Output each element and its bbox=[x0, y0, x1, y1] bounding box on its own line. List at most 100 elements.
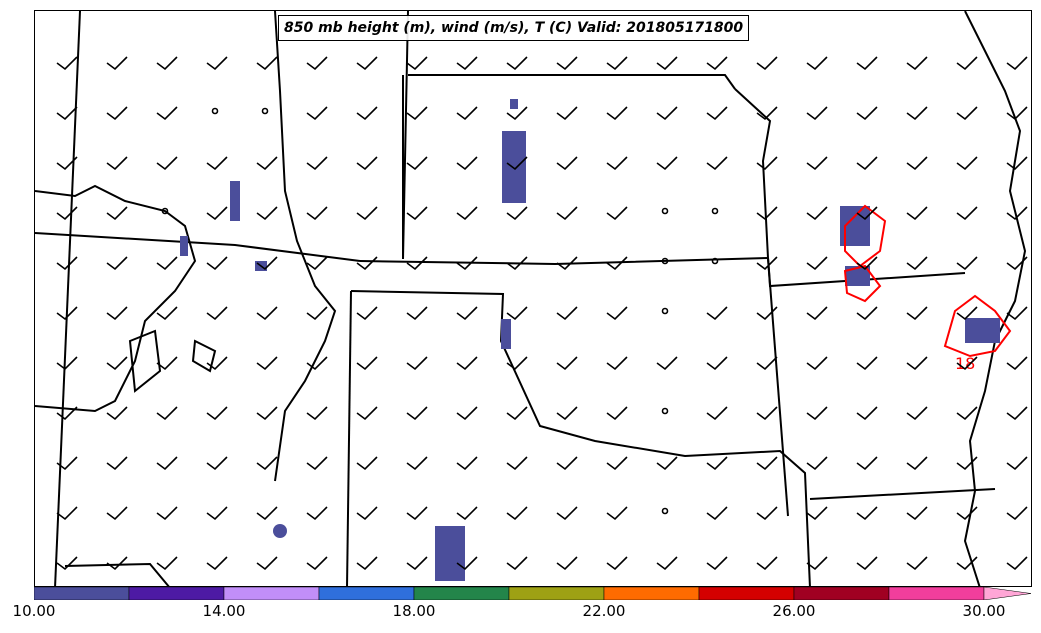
wind-barb bbox=[706, 406, 728, 421]
wind-barb bbox=[56, 556, 78, 571]
wind-barb bbox=[706, 456, 728, 471]
wind-barb bbox=[256, 56, 278, 71]
wind-barb bbox=[406, 56, 428, 71]
wind-barb bbox=[306, 556, 328, 571]
wind-barb bbox=[256, 206, 278, 221]
wind-barb bbox=[656, 456, 678, 471]
wind-calm-marker bbox=[261, 107, 269, 115]
wind-barb bbox=[356, 306, 378, 321]
wind-barb bbox=[156, 306, 178, 321]
wind-barb bbox=[356, 356, 378, 371]
colorbar-tick-label: 26.00 bbox=[772, 602, 816, 620]
state-line-ar-la bbox=[809, 488, 996, 500]
colorbar-extend-arrow bbox=[983, 587, 1032, 600]
wind-barb bbox=[856, 406, 878, 421]
wind-barb bbox=[606, 406, 628, 421]
precip-cell bbox=[502, 131, 526, 203]
wind-barb bbox=[506, 206, 528, 221]
map-panel: 18 bbox=[34, 10, 1032, 587]
wind-barb bbox=[256, 256, 278, 271]
wind-barb bbox=[556, 56, 578, 71]
state-line-nm-tx bbox=[346, 290, 352, 586]
wind-barb bbox=[156, 156, 178, 171]
wind-barb bbox=[1006, 406, 1028, 421]
wind-barb bbox=[756, 456, 778, 471]
wind-barb bbox=[406, 506, 428, 521]
colorbar-segment bbox=[128, 587, 225, 600]
state-line-sd-ne bbox=[408, 74, 736, 90]
state-line-wy-co bbox=[35, 232, 361, 262]
wind-barb bbox=[606, 556, 628, 571]
wind-barb bbox=[106, 156, 128, 171]
wind-barb bbox=[806, 256, 828, 271]
wind-barb bbox=[406, 156, 428, 171]
wind-barb bbox=[406, 456, 428, 471]
wind-barb bbox=[806, 56, 828, 71]
wind-barb bbox=[756, 206, 778, 221]
wind-barb bbox=[956, 206, 978, 221]
wind-barb bbox=[556, 456, 578, 471]
wind-barb bbox=[306, 256, 328, 271]
wind-barbs bbox=[56, 56, 1028, 571]
wind-barb bbox=[956, 556, 978, 571]
state-line-mo-ar bbox=[767, 257, 789, 517]
wind-barb bbox=[1006, 56, 1028, 71]
wind-barb bbox=[56, 306, 78, 321]
wind-barb bbox=[406, 306, 428, 321]
colorbar-segment bbox=[508, 587, 605, 600]
map-canvas: 18 bbox=[35, 11, 1028, 586]
wind-barb bbox=[156, 356, 178, 371]
wind-barb bbox=[556, 506, 578, 521]
wind-barb bbox=[456, 456, 478, 471]
wind-barb bbox=[56, 406, 78, 421]
wind-barb bbox=[456, 106, 478, 121]
wind-barb bbox=[256, 406, 278, 421]
wind-barb bbox=[556, 206, 578, 221]
wind-barb bbox=[456, 556, 478, 571]
wind-barb bbox=[356, 456, 378, 471]
wind-barb bbox=[206, 406, 228, 421]
wind-barb bbox=[906, 406, 928, 421]
wind-barb bbox=[906, 106, 928, 121]
wind-calm-marker bbox=[161, 207, 169, 215]
wind-barb bbox=[106, 406, 128, 421]
wind-barb bbox=[756, 406, 778, 421]
wind-barb bbox=[106, 306, 128, 321]
wind-barb bbox=[356, 106, 378, 121]
lake-outlines bbox=[35, 11, 1027, 586]
wind-calm-marker bbox=[661, 257, 669, 265]
wind-barb bbox=[1006, 256, 1028, 271]
wind-barb bbox=[156, 106, 178, 121]
colorbar-segment bbox=[793, 587, 890, 600]
wind-barb bbox=[806, 356, 828, 371]
wind-barb bbox=[856, 56, 878, 71]
wind-barb bbox=[1006, 506, 1028, 521]
wind-barb bbox=[206, 506, 228, 521]
wind-barb bbox=[56, 56, 78, 71]
wind-barb bbox=[456, 56, 478, 71]
wind-barb bbox=[1006, 456, 1028, 471]
wind-barb bbox=[756, 356, 778, 371]
wind-barb bbox=[806, 206, 828, 221]
wind-barb bbox=[206, 256, 228, 271]
contour-label: 18 bbox=[955, 354, 975, 373]
wind-barb bbox=[306, 206, 328, 221]
wind-barb bbox=[906, 206, 928, 221]
state-line-ks-ne bbox=[359, 257, 769, 266]
wind-barb bbox=[56, 256, 78, 271]
wind-barb bbox=[906, 256, 928, 271]
coastline-ridge bbox=[274, 11, 337, 482]
lake-small-1 bbox=[128, 329, 162, 393]
wind-barb bbox=[906, 556, 928, 571]
wind-barb bbox=[906, 356, 928, 371]
wind-barb bbox=[506, 106, 528, 121]
wind-barb bbox=[856, 206, 878, 221]
wind-barb bbox=[606, 156, 628, 171]
wind-barb bbox=[156, 506, 178, 521]
wind-barb bbox=[506, 506, 528, 521]
wind-barb bbox=[556, 306, 578, 321]
precip-cell bbox=[180, 236, 188, 256]
wind-barb bbox=[506, 306, 528, 321]
wind-barb bbox=[406, 206, 428, 221]
wind-barb bbox=[356, 506, 378, 521]
